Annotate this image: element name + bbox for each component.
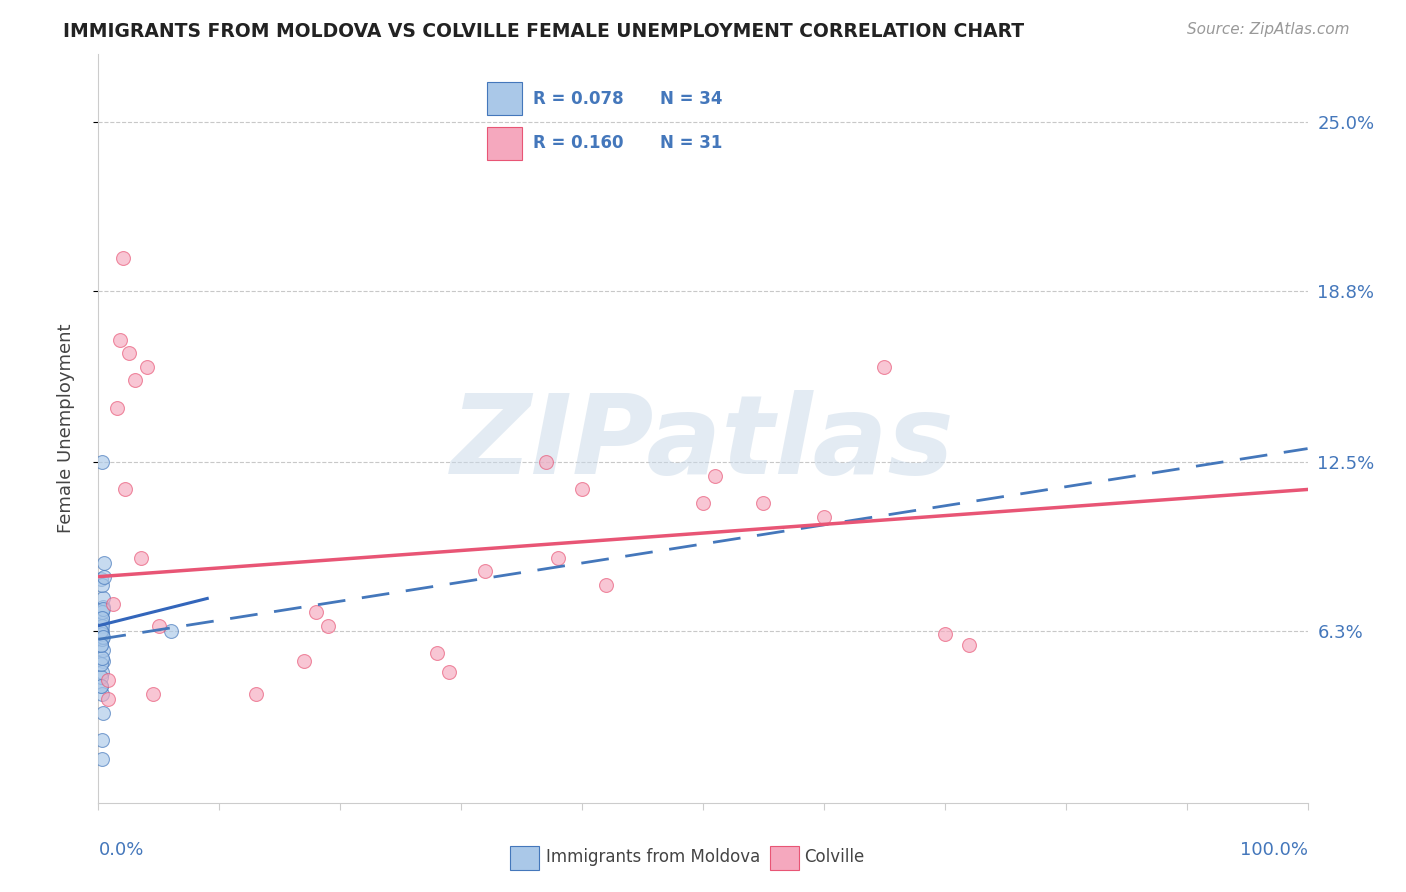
Point [752,496,775,510]
Point [873,359,896,374]
Text: Colville: Colville [804,848,865,866]
FancyBboxPatch shape [509,847,538,871]
Point [114,483,136,497]
Point [91,687,114,701]
Text: Source: ZipAtlas.com: Source: ZipAtlas.com [1187,22,1350,37]
Text: 100.0%: 100.0% [1240,841,1308,859]
Point [90,624,112,639]
Point [245,687,267,701]
Point [90,670,112,684]
Point [90,657,112,671]
Point [124,374,146,388]
Point [813,509,835,524]
Point [91,578,114,592]
Point [108,333,131,347]
Point [571,483,593,497]
Point [91,591,114,606]
Point [90,573,112,587]
Point [129,550,152,565]
Point [91,610,114,624]
Point [93,556,115,570]
Text: IMMIGRANTS FROM MOLDOVA VS COLVILLE FEMALE UNEMPLOYMENT CORRELATION CHART: IMMIGRANTS FROM MOLDOVA VS COLVILLE FEMA… [63,22,1025,41]
Point [91,615,114,630]
Point [91,630,114,644]
Point [91,610,114,624]
Point [91,665,114,679]
Point [91,706,114,720]
Point [547,550,569,565]
Point [91,599,114,614]
Point [118,346,141,360]
Point [160,624,183,639]
FancyBboxPatch shape [769,847,799,871]
Point [934,627,956,641]
Point [142,687,165,701]
Point [474,564,496,578]
Point [91,752,114,766]
Point [91,733,114,747]
Point [91,654,114,668]
Point [305,605,328,619]
Point [957,638,980,652]
Point [90,630,112,644]
Point [91,624,114,639]
Point [105,401,128,415]
Point [91,602,114,616]
Point [101,597,124,611]
Text: Immigrants from Moldova: Immigrants from Moldova [546,848,761,866]
Point [91,632,114,647]
Point [692,496,714,510]
Point [91,643,114,657]
Point [148,618,170,632]
Point [704,468,727,483]
Point [135,359,157,374]
Point [91,455,114,469]
Point [292,654,315,668]
Point [426,646,449,660]
Text: 0.0%: 0.0% [98,841,143,859]
Point [97,673,120,688]
Point [91,651,114,665]
Point [111,251,134,265]
Point [595,578,617,592]
Point [90,638,112,652]
Text: ZIPatlas: ZIPatlas [451,390,955,497]
Point [97,692,120,706]
Point [93,569,115,583]
Point [90,679,112,693]
Y-axis label: Female Unemployment: Female Unemployment [56,324,75,533]
Point [90,679,112,693]
Point [91,627,114,641]
Point [91,605,114,619]
Point [316,618,339,632]
Point [90,638,112,652]
Point [534,455,557,469]
Point [91,618,114,632]
Point [437,665,460,679]
